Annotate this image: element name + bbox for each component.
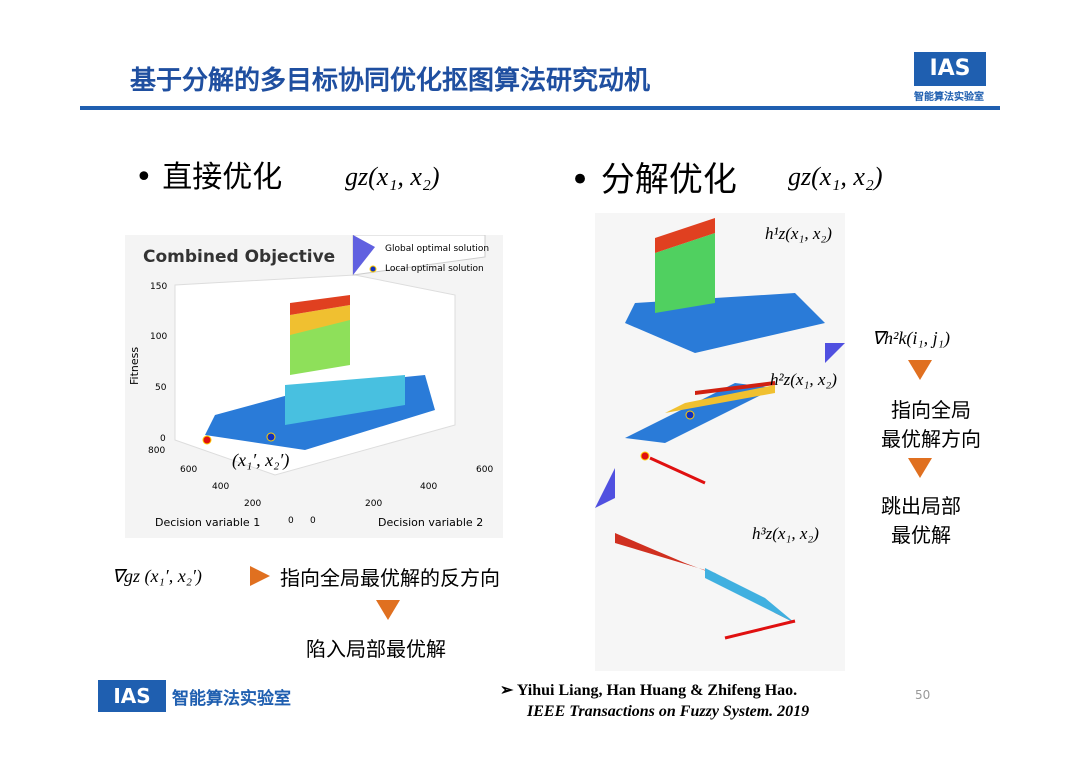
point bbox=[266, 432, 276, 442]
formula: gz(x₁, x₂) bbox=[788, 162, 883, 191]
point bbox=[202, 435, 212, 445]
arrow bbox=[376, 600, 400, 620]
gradient: ∇gz (x₁′, x₂′) bbox=[112, 566, 202, 586]
tick: 400 bbox=[420, 482, 438, 492]
x-label: Decision variable 1 bbox=[155, 516, 261, 529]
subplot-label: h²z(x₁, x₂) bbox=[770, 370, 837, 389]
plot-left bbox=[125, 235, 503, 538]
tick: 200 bbox=[244, 499, 262, 509]
title: 基于分解的多目标协同优化抠图算法研究动机 bbox=[130, 66, 651, 96]
plot-right bbox=[595, 213, 845, 671]
authors: Yihui Liang, Han Huang & Zhifeng Hao. bbox=[516, 682, 798, 699]
legend-item: Global optimal solution bbox=[385, 244, 490, 254]
subplot-label: h¹z(x₁, x₂) bbox=[765, 224, 832, 243]
line: 指向全局 bbox=[891, 398, 971, 422]
logo-mark: IAS bbox=[914, 52, 986, 86]
direction: 指向全局 最优解方向 bbox=[876, 394, 986, 452]
journal: IEEE Transactions on Fuzzy System. 2019 bbox=[527, 703, 810, 720]
page-number: 50 bbox=[915, 688, 931, 702]
line: 跳出局部 bbox=[881, 494, 961, 518]
subplot-label: h³z(x₁, x₂) bbox=[752, 524, 819, 543]
tick: 50 bbox=[155, 383, 167, 393]
arrow-line bbox=[649, 456, 706, 485]
surface bbox=[290, 295, 350, 315]
arrow bbox=[908, 360, 932, 380]
tick: 150 bbox=[150, 282, 168, 292]
rule bbox=[80, 106, 1000, 110]
tick: 600 bbox=[476, 465, 494, 475]
surface bbox=[695, 381, 775, 395]
arrow bbox=[908, 458, 932, 478]
y-label: Fitness bbox=[128, 346, 141, 385]
bullet: • 直接优化 bbox=[135, 160, 283, 195]
formula: gz(x₁, x₂) bbox=[345, 162, 440, 191]
line: 最优解 bbox=[891, 523, 951, 547]
tick: 0 bbox=[288, 516, 294, 526]
tick: 0 bbox=[310, 516, 316, 526]
tick: 400 bbox=[212, 482, 230, 492]
line: 最优解方向 bbox=[881, 427, 981, 451]
logo-text: 智能算法实验室 bbox=[172, 689, 291, 709]
surface bbox=[655, 233, 715, 313]
arrow-line bbox=[724, 619, 796, 640]
bullet: • 分解优化 bbox=[570, 160, 737, 200]
marker bbox=[595, 468, 615, 508]
arrow bbox=[250, 566, 270, 586]
gradient: ∇h²k(i₁, j₁) bbox=[872, 328, 950, 348]
surface bbox=[655, 218, 715, 253]
legend-item: Local optimal solution bbox=[385, 264, 484, 274]
x-label: Decision variable 2 bbox=[378, 516, 484, 529]
tick: 200 bbox=[365, 499, 383, 509]
tick: 100 bbox=[150, 332, 168, 342]
tick: 0 bbox=[160, 434, 166, 444]
direction: 指向全局最优解的反方向 bbox=[280, 566, 500, 590]
tick: 600 bbox=[180, 465, 198, 475]
logo-mark: IAS bbox=[98, 680, 166, 712]
surface bbox=[705, 568, 795, 623]
point bbox=[640, 451, 650, 461]
plot-title: Combined Objective bbox=[143, 247, 336, 267]
surface bbox=[615, 533, 795, 623]
result: 陷入局部最优解 bbox=[306, 637, 446, 661]
result: 跳出局部 最优解 bbox=[866, 490, 976, 548]
logo-text: 智能算法实验室 bbox=[914, 92, 984, 103]
surface bbox=[665, 385, 775, 413]
marker bbox=[825, 343, 845, 363]
tick: 800 bbox=[148, 446, 166, 456]
plot-bg bbox=[595, 213, 845, 671]
bullet-text: 分解优化 bbox=[600, 160, 737, 200]
legend-marker bbox=[369, 265, 377, 273]
bullet-text: 直接优化 bbox=[162, 160, 283, 195]
citation: ➢ Yihui Liang, Han Huang & Zhifeng Hao. bbox=[500, 682, 798, 699]
surface bbox=[285, 375, 405, 425]
legend-patch bbox=[353, 235, 375, 275]
point bbox=[685, 410, 695, 420]
annotation: (x₁′, x₂′) bbox=[232, 450, 290, 470]
